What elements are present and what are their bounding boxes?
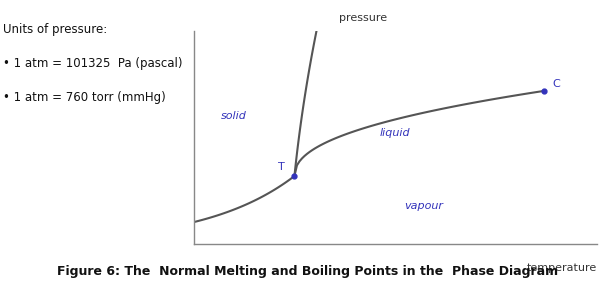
Text: T: T: [277, 162, 284, 172]
Text: temperature: temperature: [526, 264, 597, 273]
Text: Figure 6: The  Normal Melting and Boiling Points in the  Phase Diagram: Figure 6: The Normal Melting and Boiling…: [57, 265, 558, 278]
Text: pressure: pressure: [339, 13, 387, 23]
Text: vapour: vapour: [404, 201, 443, 211]
Text: • 1 atm = 101325  Pa (pascal): • 1 atm = 101325 Pa (pascal): [3, 57, 183, 70]
Text: liquid: liquid: [380, 128, 410, 139]
Text: Units of pressure:: Units of pressure:: [3, 23, 108, 36]
Text: • 1 atm = 760 torr (mmHg): • 1 atm = 760 torr (mmHg): [3, 91, 166, 104]
Text: solid: solid: [221, 111, 247, 122]
Text: C: C: [552, 79, 560, 89]
